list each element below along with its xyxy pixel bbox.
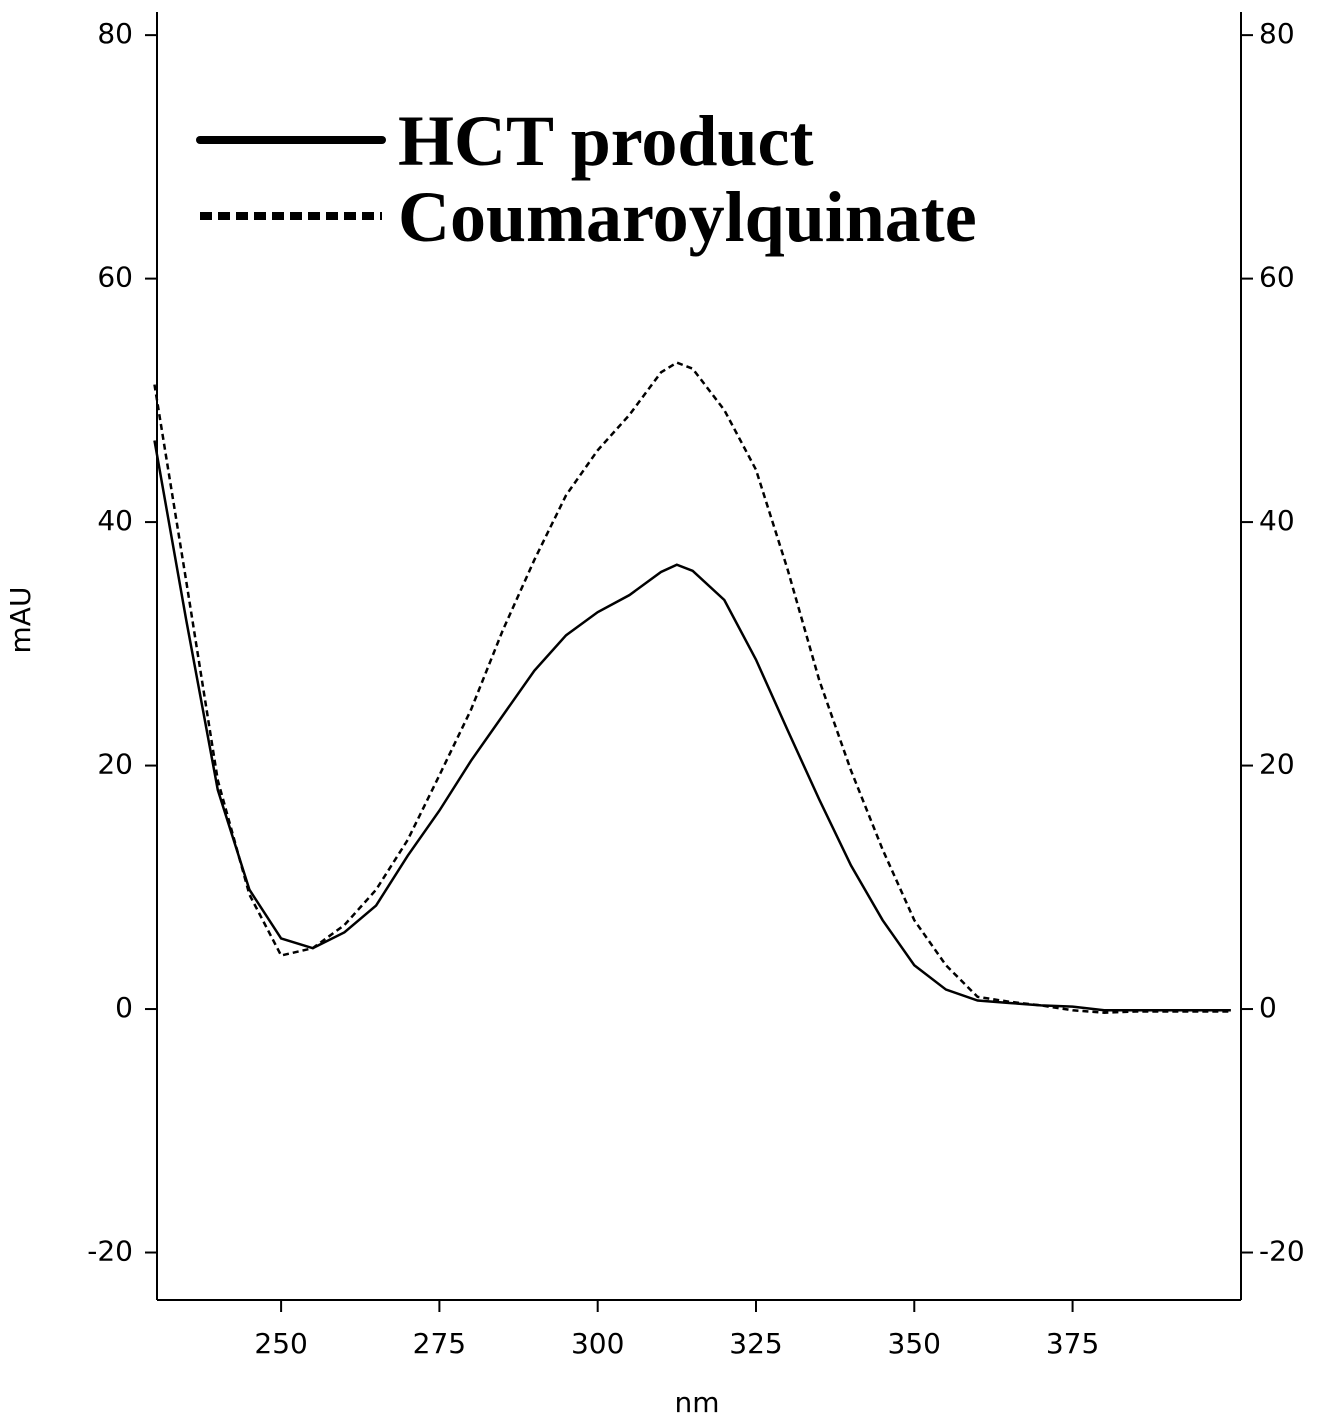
series-line bbox=[153, 361, 1231, 1014]
y2-tick-label: 60 bbox=[1259, 261, 1295, 294]
y-tick-label: 40 bbox=[97, 504, 133, 537]
y2-tick-label: -20 bbox=[1259, 1235, 1305, 1268]
y2-tick-label: 0 bbox=[1259, 991, 1277, 1024]
y2-tick-label: 20 bbox=[1259, 748, 1295, 781]
x-tick-label: 275 bbox=[413, 1327, 466, 1360]
x-tick-label: 375 bbox=[1046, 1327, 1099, 1360]
x-tick-label: 350 bbox=[888, 1327, 941, 1360]
y2-tick-label: 40 bbox=[1259, 504, 1295, 537]
legend-label: HCT product bbox=[398, 101, 813, 181]
x-tick-label: 300 bbox=[571, 1327, 624, 1360]
series-line bbox=[153, 440, 1231, 1012]
y-axis-label: mAU bbox=[4, 587, 37, 654]
y-tick-label: 20 bbox=[97, 748, 133, 781]
y-tick-label: 80 bbox=[97, 17, 133, 50]
x-tick-label: 250 bbox=[254, 1327, 307, 1360]
x-tick-label: 325 bbox=[729, 1327, 782, 1360]
y-tick-label: 0 bbox=[115, 991, 133, 1024]
x-axis-label: nm bbox=[674, 1386, 719, 1416]
y2-tick-label: 80 bbox=[1259, 17, 1295, 50]
legend-label: Coumaroylquinate bbox=[398, 177, 977, 257]
y-tick-label: 60 bbox=[97, 261, 133, 294]
y-tick-label: -20 bbox=[87, 1235, 133, 1268]
